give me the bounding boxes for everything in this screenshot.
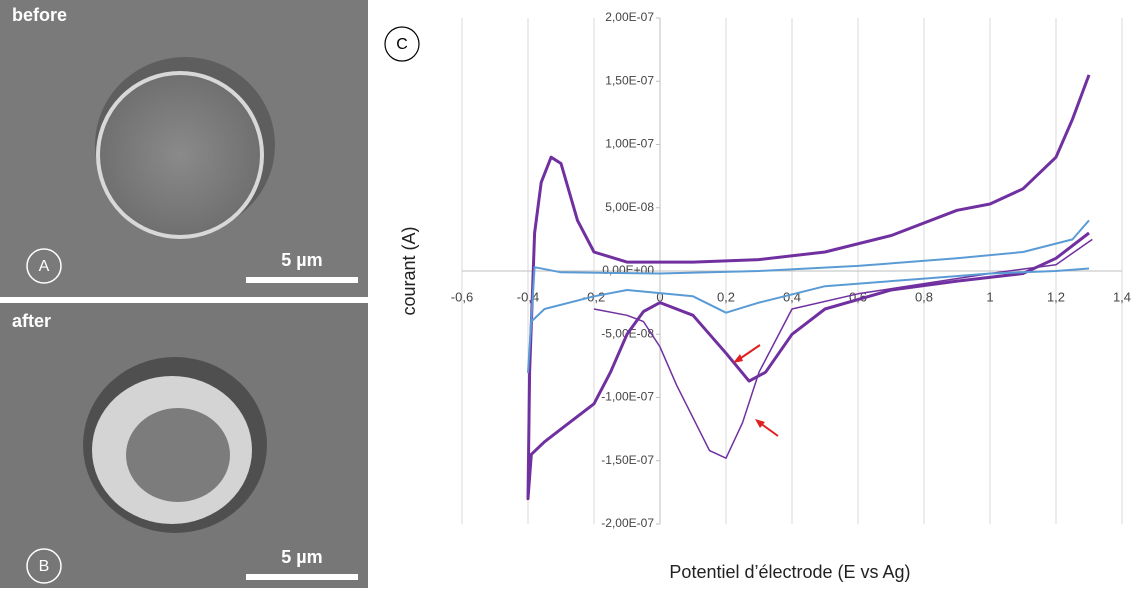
label-circle [26, 548, 62, 584]
plot: -0,6-0,4-0,200,20,40,60,811,21,4-2,00E-0… [451, 10, 1131, 530]
arrow-head [755, 419, 765, 428]
y-tick-label: -1,50E-07 [601, 453, 654, 467]
y-tick-label: -1,00E-07 [601, 390, 654, 404]
cv-curve [593, 238, 1093, 459]
y-tick-label: 1,00E-07 [605, 137, 654, 151]
cv-curve [526, 74, 1091, 501]
scale-bar [246, 574, 358, 580]
crater-floor [126, 408, 230, 502]
sem-after: after B 5 µm [0, 303, 368, 588]
pillar [96, 71, 264, 239]
arrow-head [733, 354, 743, 363]
scale-bar [246, 277, 358, 283]
y-tick-label: -2,00E-07 [601, 516, 654, 530]
x-tick-label: 0,8 [915, 289, 933, 304]
cv-curve [527, 219, 1090, 374]
y-axis-title: courant (A) [399, 226, 419, 315]
x-tick-label: 1,4 [1113, 289, 1131, 304]
y-tick-label: 1,50E-07 [605, 73, 654, 87]
x-tick-label: 1,2 [1047, 289, 1065, 304]
panel-label: B [39, 558, 50, 575]
y-tick-label: 0,00E+00 [602, 263, 654, 277]
panel-label: A [39, 258, 50, 275]
sem-before: before A 5 µm [0, 0, 368, 297]
caption: after [12, 311, 51, 331]
arrow [759, 422, 779, 437]
label-circle [26, 248, 62, 284]
scale-label: 5 µm [281, 250, 322, 270]
x-axis-title: Potentiel d’électrode (E vs Ag) [669, 562, 910, 582]
label-circle [384, 26, 420, 62]
scale-label: 5 µm [281, 547, 322, 567]
panel-label: C [396, 36, 408, 53]
x-tick-label: -0,6 [451, 289, 473, 304]
arrow [737, 344, 761, 361]
annotation-arrows [733, 344, 779, 437]
x-tick-label: 1 [986, 289, 993, 304]
x-tick-label: -0,4 [517, 289, 539, 304]
caption: before [12, 5, 67, 25]
y-tick-label: 2,00E-07 [605, 10, 654, 24]
y-tick-label: 5,00E-08 [605, 200, 654, 214]
x-tick-label: 0,2 [717, 289, 735, 304]
